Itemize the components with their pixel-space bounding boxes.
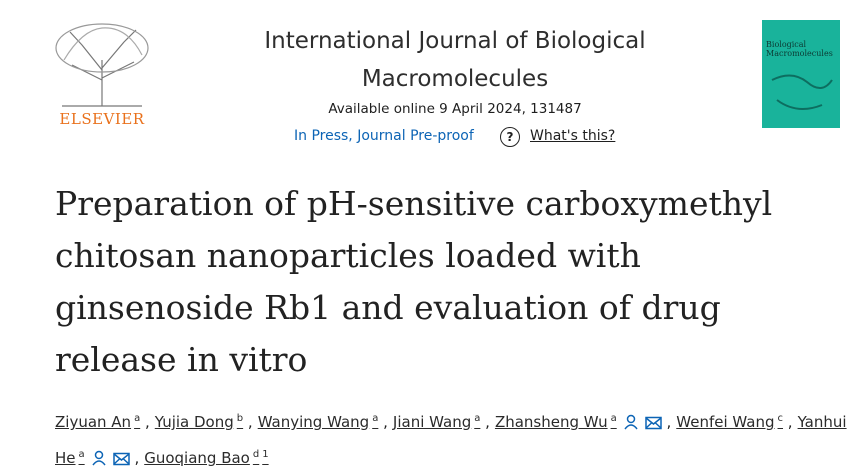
separator: , bbox=[787, 413, 793, 431]
affiliation: d bbox=[252, 449, 260, 460]
article-title: Preparation of pH-sensitive carboxymethy… bbox=[55, 184, 773, 379]
author-text: Wanying Wang bbox=[257, 413, 370, 431]
cover-title: Biological Macromolecules bbox=[766, 40, 833, 58]
publisher-name: ELSEVIER bbox=[59, 110, 145, 128]
journal-name[interactable]: International Journal of Biological Macr… bbox=[264, 28, 646, 92]
author-name[interactable]: Jiani Wang a bbox=[393, 413, 480, 431]
author-text: Yujia Dong bbox=[154, 413, 234, 431]
author-text: Zhansheng Wu bbox=[494, 413, 608, 431]
email-icon[interactable] bbox=[112, 447, 130, 469]
separator: , bbox=[144, 413, 150, 431]
help-icon[interactable]: ? bbox=[500, 127, 520, 147]
author-icon[interactable] bbox=[623, 411, 639, 440]
affiliation: b bbox=[236, 413, 244, 424]
affiliation: a bbox=[474, 413, 481, 424]
author-name[interactable]: Ziyuan An a bbox=[55, 413, 140, 431]
author-name[interactable]: Zhansheng Wu a bbox=[495, 413, 617, 431]
help-link[interactable]: What's this? bbox=[530, 128, 616, 144]
author-list: Ziyuan An a , Yujia Dong b , Wanying Wang a ,… bbox=[55, 404, 855, 469]
publisher-logo bbox=[55, 23, 149, 107]
affiliation: 1 bbox=[262, 449, 269, 460]
affiliation: a bbox=[372, 413, 379, 424]
author-name[interactable]: Wenfei Wang c bbox=[676, 413, 783, 431]
author-name[interactable]: Wanying Wang a bbox=[258, 413, 379, 431]
affiliation: c bbox=[777, 413, 784, 424]
journal-cover[interactable] bbox=[762, 20, 840, 128]
email-icon[interactable] bbox=[644, 411, 662, 440]
author-text: Wenfei Wang bbox=[676, 413, 775, 431]
availability: Available online 9 April 2024, 131487 bbox=[328, 101, 582, 117]
status-link[interactable]: In Press, Journal Pre-proof bbox=[294, 128, 474, 144]
affiliation: a bbox=[78, 449, 85, 460]
separator: , bbox=[134, 449, 140, 467]
author-text: Yanhui He bbox=[55, 413, 847, 467]
separator: , bbox=[666, 413, 672, 431]
author-text: Ziyuan An bbox=[55, 413, 132, 431]
author-name[interactable]: Guoqiang Bao d 1 bbox=[144, 449, 268, 467]
separator: , bbox=[485, 413, 490, 431]
affiliation: a bbox=[610, 413, 617, 424]
separator: , bbox=[383, 413, 388, 431]
author-name[interactable]: Yanhui He a bbox=[55, 413, 847, 467]
author-text: Jiani Wang bbox=[392, 413, 472, 431]
affiliation: a bbox=[134, 413, 141, 424]
author-name[interactable]: Yujia Dong b bbox=[155, 413, 243, 431]
author-text: Guoqiang Bao bbox=[144, 449, 250, 467]
author-icon[interactable] bbox=[91, 447, 107, 469]
separator: , bbox=[247, 413, 253, 431]
